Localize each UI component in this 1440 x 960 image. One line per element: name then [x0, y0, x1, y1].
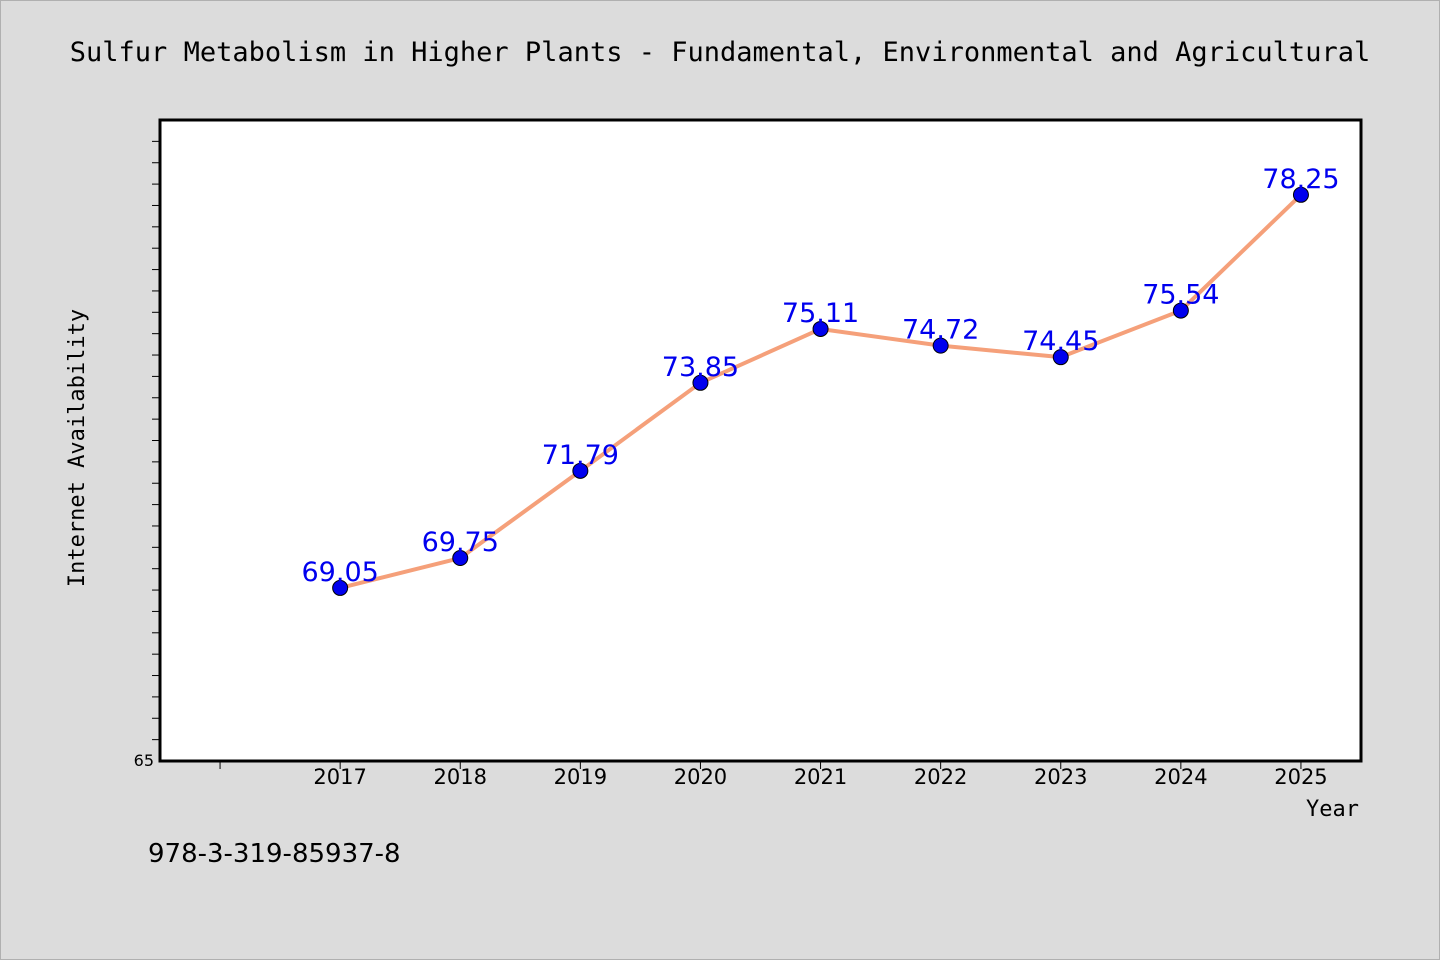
- x-tick-label: 2024: [1154, 765, 1207, 789]
- data-label: 75.54: [1142, 280, 1219, 311]
- x-tick-label: 2020: [674, 765, 727, 789]
- data-point: [1172, 302, 1189, 319]
- series-points: [332, 186, 1309, 596]
- data-label: 75.11: [782, 298, 859, 329]
- data-label: 69.75: [422, 527, 499, 558]
- x-tick-label: 2023: [1034, 765, 1087, 789]
- chart-title: Sulfur Metabolism in Higher Plants - Fun…: [70, 37, 1370, 68]
- data-point: [1052, 349, 1069, 366]
- data-point: [692, 374, 709, 391]
- data-point: [1292, 186, 1309, 203]
- data-point: [812, 320, 829, 337]
- x-tick-label: 2017: [313, 765, 366, 789]
- x-axis-label: Year: [1306, 797, 1359, 822]
- data-point: [932, 337, 949, 354]
- plot-area: [158, 118, 1363, 763]
- data-label: 69.05: [302, 557, 379, 588]
- data-point: [332, 579, 349, 596]
- data-label: 74.45: [1022, 326, 1099, 357]
- isbn-footer: 978-3-319-85937-8: [148, 839, 401, 869]
- x-tick-label: 2018: [434, 765, 487, 789]
- data-label: 71.79: [542, 440, 619, 471]
- data-labels: 69.05 69.75 71.79 73.85 75.11 74.72 74.45 75.54…: [302, 164, 1340, 588]
- y-tick-label: 65: [134, 751, 154, 770]
- y-axis-ticks: 65: [134, 140, 159, 770]
- data-point: [452, 550, 469, 567]
- x-tick-label: 2025: [1274, 765, 1327, 789]
- x-tick-label: 2019: [554, 765, 607, 789]
- data-label: 74.72: [902, 315, 979, 346]
- data-label: 73.85: [662, 352, 739, 383]
- data-point: [572, 462, 589, 479]
- data-label: 78.25: [1262, 164, 1339, 195]
- x-tick-label: 2022: [914, 765, 967, 789]
- x-tick-label: 2021: [794, 765, 847, 789]
- y-axis-label: Internet Availability: [65, 309, 90, 587]
- x-axis-ticks: 2017 2018 2019 2020 2021 2022 2023 2024 2025: [219, 762, 1328, 789]
